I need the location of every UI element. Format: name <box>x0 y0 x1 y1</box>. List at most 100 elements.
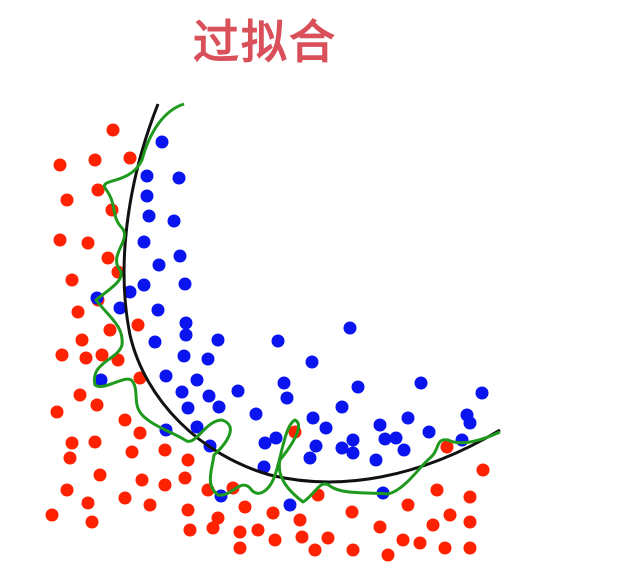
blue-point <box>257 460 271 474</box>
blue-point <box>190 373 204 387</box>
blue-point <box>201 352 215 366</box>
blue-point <box>335 441 349 455</box>
blue-point <box>148 335 162 349</box>
red-point <box>85 515 99 529</box>
blue-point <box>283 498 297 512</box>
red-point <box>268 533 282 547</box>
overfit-decision-boundary <box>92 102 501 504</box>
blue-point <box>309 439 323 453</box>
blue-point <box>167 214 181 228</box>
red-point <box>426 518 440 532</box>
page-title: 过拟合 <box>193 15 337 69</box>
blue-point <box>455 433 469 447</box>
red-point <box>266 506 280 520</box>
red-point <box>93 468 107 482</box>
blue-point <box>172 171 186 185</box>
blue-point <box>389 431 403 445</box>
red-point <box>88 435 102 449</box>
red-point <box>53 158 67 172</box>
red-point <box>346 543 360 557</box>
red-point <box>118 491 132 505</box>
red-point <box>463 515 477 529</box>
red-point <box>295 530 309 544</box>
blue-point <box>303 451 317 465</box>
blue-point <box>202 389 216 403</box>
blue-point <box>335 400 349 414</box>
blue-point <box>414 376 428 390</box>
red-point <box>88 153 102 167</box>
red-point <box>125 445 139 459</box>
blue-point <box>178 277 192 291</box>
red-point <box>81 496 95 510</box>
blue-point <box>373 418 387 432</box>
blue-point <box>159 369 173 383</box>
red-point <box>183 523 197 537</box>
blue-point <box>249 407 263 421</box>
red-point <box>463 541 477 555</box>
blue-point <box>142 209 156 223</box>
blue-point <box>319 421 333 435</box>
blue-point <box>422 425 436 439</box>
blue-point <box>401 411 415 425</box>
blue-point <box>173 249 187 263</box>
blue-point <box>179 328 193 342</box>
red-point <box>308 543 322 557</box>
blue-point <box>113 301 127 315</box>
red-point <box>53 233 67 247</box>
blue-point <box>343 321 357 335</box>
red-point <box>440 440 454 454</box>
red-point <box>233 525 247 539</box>
red-point <box>401 498 415 512</box>
blue-point <box>306 411 320 425</box>
red-point <box>438 541 452 555</box>
blue-point <box>463 416 477 430</box>
red-point <box>60 193 74 207</box>
red-point <box>45 508 59 522</box>
blue-point <box>346 433 360 447</box>
blue-point <box>190 420 204 434</box>
red-point <box>381 548 395 562</box>
red-point <box>251 523 265 537</box>
blue-point <box>346 446 360 460</box>
blue-point <box>177 349 191 363</box>
blue-point <box>258 436 272 450</box>
red-point <box>103 323 117 337</box>
red-point <box>73 388 87 402</box>
red-point <box>60 483 74 497</box>
red-point <box>95 348 109 362</box>
red-point <box>63 451 77 465</box>
blue-point <box>305 355 319 369</box>
blue-point <box>397 443 411 457</box>
blue-point <box>369 453 383 467</box>
blue-point <box>137 235 151 249</box>
blue-class-points <box>90 135 489 512</box>
red-point <box>91 183 105 197</box>
red-point <box>71 305 85 319</box>
blue-point <box>378 432 392 446</box>
red-point <box>476 463 490 477</box>
red-point <box>181 453 195 467</box>
blue-point <box>140 189 154 203</box>
red-point <box>65 273 79 287</box>
red-point <box>135 473 149 487</box>
red-point <box>90 398 104 412</box>
red-point <box>321 531 335 545</box>
blue-point <box>175 385 189 399</box>
blue-point <box>137 278 151 292</box>
red-point <box>50 405 64 419</box>
blue-point <box>280 391 294 405</box>
red-point <box>443 508 457 522</box>
blue-point <box>123 285 137 299</box>
red-point <box>79 351 93 365</box>
blue-point <box>351 380 365 394</box>
red-point <box>206 521 220 535</box>
blue-point <box>271 334 285 348</box>
red-point <box>293 513 307 527</box>
red-point <box>233 541 247 555</box>
red-point <box>430 483 444 497</box>
red-class-points <box>45 123 490 562</box>
red-point <box>143 498 157 512</box>
blue-point <box>179 316 193 330</box>
red-point <box>238 500 252 514</box>
